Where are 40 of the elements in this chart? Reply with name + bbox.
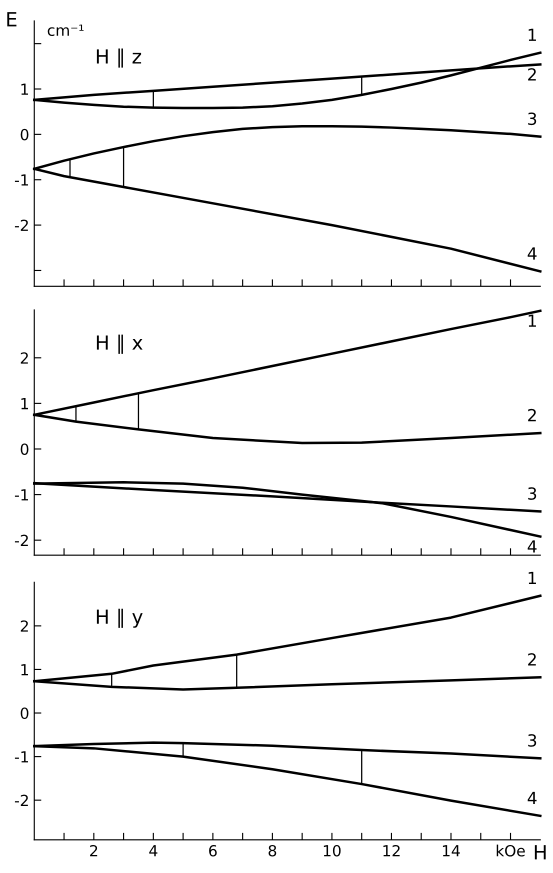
y-tick-label: 0 <box>20 707 28 720</box>
annotation: 3 <box>528 112 536 126</box>
y-tick-label: 1 <box>21 398 28 410</box>
annotation: 4 <box>528 792 537 804</box>
y-tick-label: 0 <box>20 443 28 456</box>
x-tick-label: 14 <box>442 845 460 856</box>
text: H ∥ y <box>96 608 143 628</box>
y-tick-label: 1 <box>21 84 28 95</box>
y-tick-label: -2 <box>14 220 28 231</box>
annotation: 2 <box>528 653 536 666</box>
annotation: 1 <box>528 314 536 327</box>
annotation: 4 <box>528 247 537 260</box>
annotation: 2 <box>528 68 536 80</box>
x-tick-label: 4 <box>149 845 158 856</box>
y-tick-label: 1 <box>21 664 28 676</box>
text: H ∥ z <box>96 48 142 68</box>
x-tick-label: 6 <box>209 844 217 857</box>
y-tick-label: -2 <box>14 794 28 806</box>
x-tick-label: 10 <box>324 844 341 857</box>
x-tick-label: 8 <box>268 844 276 857</box>
annotation: cm⁻¹ <box>48 24 84 36</box>
text: H ∥ x <box>96 334 143 354</box>
y-axis-title: E <box>7 12 16 26</box>
y-tick-label: 0 <box>20 128 28 140</box>
x-axis-title: H <box>534 845 546 860</box>
y-tick-label: -2 <box>14 534 28 546</box>
y-tick-label: 2 <box>20 620 28 632</box>
annotation: 1 <box>528 28 536 41</box>
x-tick-label: kOe <box>496 844 525 857</box>
annotation: 2 <box>528 408 536 422</box>
annotation: 3 <box>528 487 536 500</box>
annotation: 1 <box>528 572 536 584</box>
y-tick-label: -1 <box>14 751 28 762</box>
y-tick-label: -1 <box>14 489 28 500</box>
annotation: 4 <box>528 540 537 553</box>
x-tick-label: 12 <box>383 844 400 856</box>
annotation: 3 <box>528 734 536 747</box>
x-tick-label: 2 <box>90 844 98 856</box>
y-tick-label: 2 <box>20 352 28 364</box>
y-tick-label: -1 <box>14 174 28 186</box>
